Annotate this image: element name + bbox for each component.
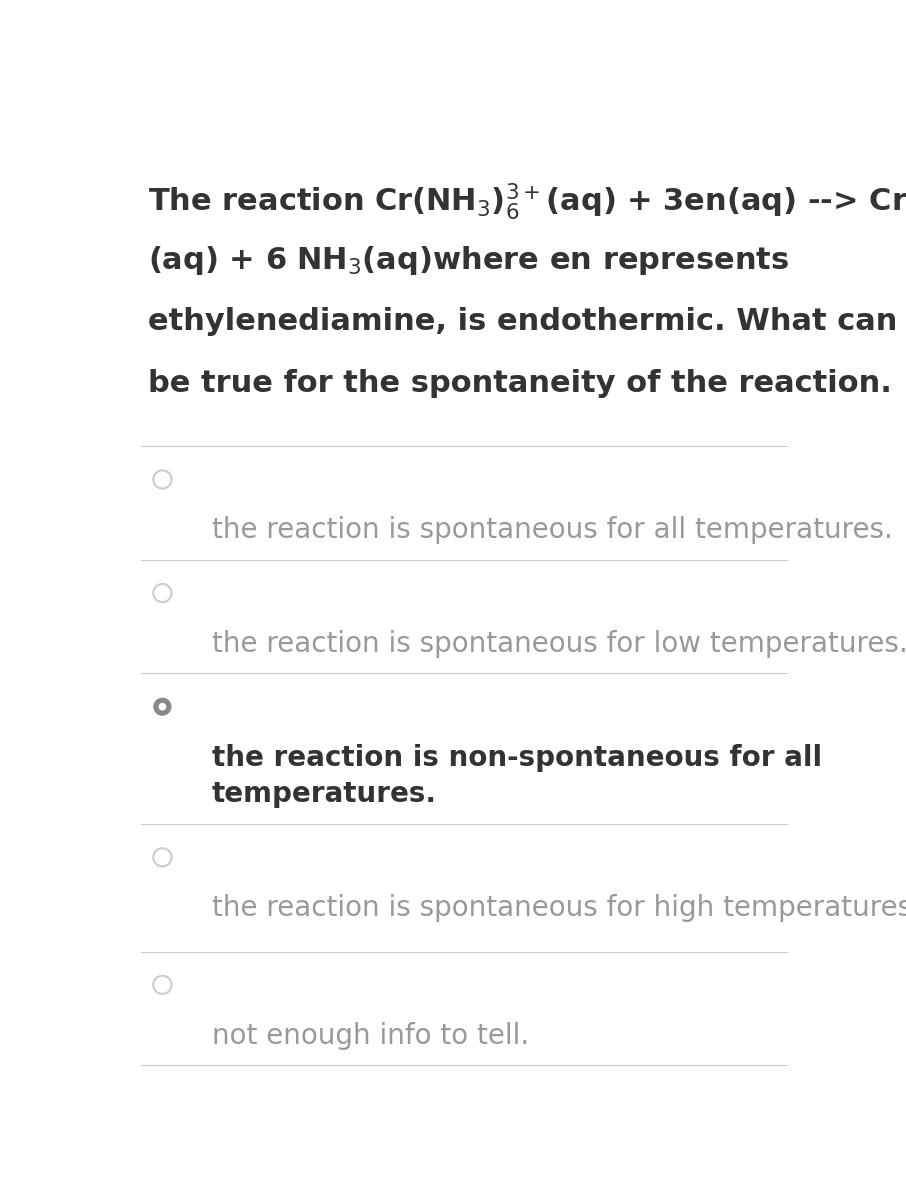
Text: (aq) + 6 NH$_3$(aq)where en represents: (aq) + 6 NH$_3$(aq)where en represents <box>149 244 790 277</box>
Text: the reaction is spontaneous for all temperatures.: the reaction is spontaneous for all temp… <box>211 516 892 545</box>
Text: not enough info to tell.: not enough info to tell. <box>211 1022 529 1050</box>
Text: the reaction is non-spontaneous for all
temperatures.: the reaction is non-spontaneous for all … <box>211 744 822 809</box>
Text: the reaction is spontaneous for low temperatures.: the reaction is spontaneous for low temp… <box>211 630 906 658</box>
Text: the reaction is spontaneous for high temperatures.: the reaction is spontaneous for high tem… <box>211 894 906 923</box>
Ellipse shape <box>153 697 171 715</box>
Ellipse shape <box>159 703 167 710</box>
Text: The reaction Cr(NH$_3$)$_6^{3+}$(aq) + 3en(aq) --> Cr(en)$_3^{3+}$: The reaction Cr(NH$_3$)$_6^{3+}$(aq) + 3… <box>149 181 906 222</box>
Text: ethylenediamine, is endothermic. What can possibly: ethylenediamine, is endothermic. What ca… <box>149 307 906 336</box>
Text: be true for the spontaneity of the reaction.: be true for the spontaneity of the react… <box>149 370 892 398</box>
